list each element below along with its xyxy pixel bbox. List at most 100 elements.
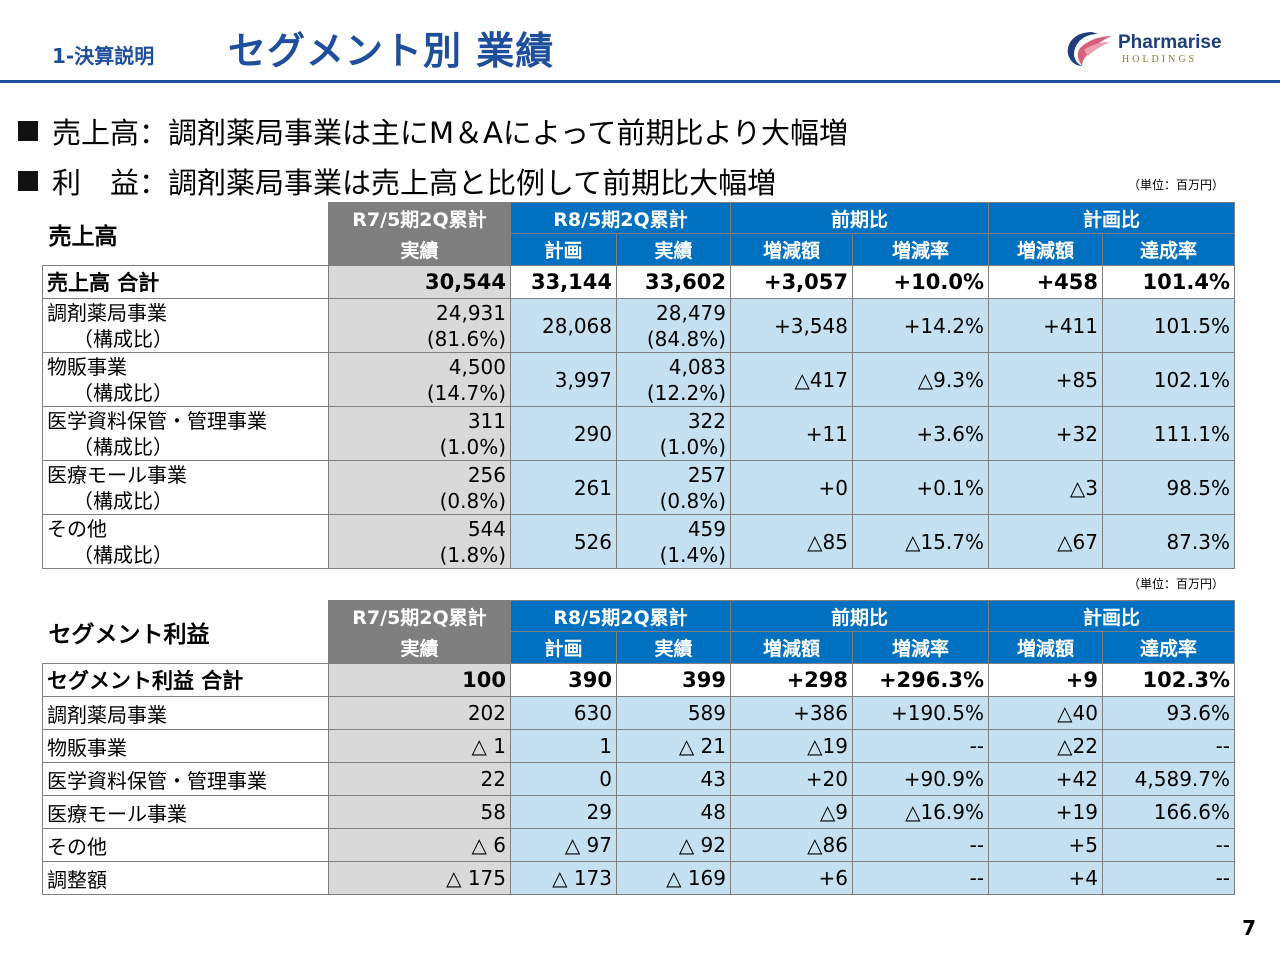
bullet-sales: 売上高：調剤薬局事業は主にM＆Aによって前期比より大幅増: [18, 110, 848, 152]
cell-yoy-diff: +6: [730, 861, 853, 895]
plan-group-header: 計画比: [988, 202, 1235, 234]
row-label: 医学資料保管・管理事業: [42, 762, 329, 796]
table-row: 医療モール事業 58 29 48 △9 △16.9% +19 166.6%: [42, 795, 1235, 829]
cell-yoy-rate: +190.5%: [852, 696, 989, 730]
table-row: その他 △ 6 △ 97 △ 92 △86 -- +5 --: [42, 828, 1235, 862]
row-label: 物販事業: [42, 729, 329, 763]
col-diff: 増減額: [730, 233, 853, 266]
cell-actual: 43: [616, 762, 731, 796]
cell-plan-diff: +32: [988, 406, 1103, 461]
cell-yoy-diff: △85: [730, 514, 853, 569]
cell-prev: 100: [328, 663, 511, 697]
cell-actual: △ 92: [616, 828, 731, 862]
curr-group-header: R8/5期2Q累計: [510, 202, 731, 234]
col-rate: 増減率: [852, 233, 989, 266]
cell-actual: 28,479 (84.8%): [616, 298, 731, 353]
cell-plan: △ 173: [510, 861, 617, 895]
bullet-text: 利 益：調剤薬局事業は売上高と比例して前期比大幅増: [52, 166, 777, 200]
cell-plan-diff: △40: [988, 696, 1103, 730]
profit-table-title: セグメント利益: [42, 600, 329, 664]
cell-actual: 589: [616, 696, 731, 730]
logo-sub: HOLDINGS: [1122, 54, 1198, 65]
row-label: 物販事業 （構成比）: [42, 352, 329, 407]
cell-yoy-diff: +11: [730, 406, 853, 461]
cell-yoy-rate: +90.9%: [852, 762, 989, 796]
col-achieve: 達成率: [1102, 631, 1235, 664]
row-label: その他: [42, 828, 329, 862]
cell-plan-diff: +5: [988, 828, 1103, 862]
col-plan: 計画: [510, 631, 617, 664]
cell-yoy-diff: △9: [730, 795, 853, 829]
cell-actual: △ 169: [616, 861, 731, 895]
table-row: 医療モール事業 （構成比） 256 (0.8%) 261 257 (0.8%) +0 …: [42, 460, 1235, 515]
cell-plan: 261: [510, 460, 617, 515]
cell-achieve: 101.4%: [1102, 265, 1235, 299]
cell-plan: 29: [510, 795, 617, 829]
col-actual2: 実績: [616, 233, 731, 266]
cell-yoy-diff: +298: [730, 663, 853, 697]
table-row-total: 売上高 合計 30,544 33,144 33,602 +3,057 +10.0…: [42, 265, 1235, 299]
table-row: 医学資料保管・管理事業 （構成比） 311 (1.0%) 290 322 (1.0%)…: [42, 406, 1235, 461]
cell-plan: 390: [510, 663, 617, 697]
cell-plan-diff: +19: [988, 795, 1103, 829]
cell-yoy-rate: +296.3%: [852, 663, 989, 697]
col-diff2: 増減額: [988, 631, 1103, 664]
prev-group-header: R7/5期2Q累計: [328, 600, 511, 632]
cell-achieve: 93.6%: [1102, 696, 1235, 730]
row-label: 医療モール事業 （構成比）: [42, 460, 329, 515]
unit-note: （単位：百万円）: [1127, 577, 1224, 591]
page-number: 7: [1242, 916, 1256, 940]
cell-yoy-diff: +3,548: [730, 298, 853, 353]
row-label: 売上高 合計: [42, 265, 329, 299]
cell-yoy-diff: +20: [730, 762, 853, 796]
cell-actual: 459 (1.4%): [616, 514, 731, 569]
cell-prev: △ 175: [328, 861, 511, 895]
cell-prev: 22: [328, 762, 511, 796]
row-label: 調整額: [42, 861, 329, 895]
cell-plan: 290: [510, 406, 617, 461]
cell-prev: △ 1: [328, 729, 511, 763]
row-label: 調剤薬局事業: [42, 696, 329, 730]
table-row: 調剤薬局事業 202 630 589 +386 +190.5% △40 93.6…: [42, 696, 1235, 730]
cell-yoy-rate: +3.6%: [852, 406, 989, 461]
header-rule: [0, 80, 1280, 83]
table-row: 物販事業 △ 1 1 △ 21 △19 -- △22 --: [42, 729, 1235, 763]
section-label: 1-決算説明: [52, 44, 155, 68]
cell-prev: 544 (1.8%): [328, 514, 511, 569]
row-label: 医学資料保管・管理事業 （構成比）: [42, 406, 329, 461]
cell-plan: △ 97: [510, 828, 617, 862]
cell-yoy-diff: +0: [730, 460, 853, 515]
cell-prev: 58: [328, 795, 511, 829]
cell-actual: △ 21: [616, 729, 731, 763]
cell-actual: 4,083 (12.2%): [616, 352, 731, 407]
cell-yoy-rate: △9.3%: [852, 352, 989, 407]
prev-group-header: R7/5期2Q累計: [328, 202, 511, 234]
row-label: 調剤薬局事業 （構成比）: [42, 298, 329, 353]
row-label: 医療モール事業: [42, 795, 329, 829]
table-row: 調剤薬局事業 （構成比） 24,931 (81.6%) 28,068 28,479(…: [42, 298, 1235, 353]
row-label: セグメント利益 合計: [42, 663, 329, 697]
cell-achieve: 4,589.7%: [1102, 762, 1235, 796]
table-row: 医学資料保管・管理事業 22 0 43 +20 +90.9% +42 4,589…: [42, 762, 1235, 796]
cell-prev: 30,544: [328, 265, 511, 299]
cell-actual: 48: [616, 795, 731, 829]
col-achieve: 達成率: [1102, 233, 1235, 266]
cell-achieve: 102.3%: [1102, 663, 1235, 697]
cell-plan-diff: +411: [988, 298, 1103, 353]
cell-actual: 33,602: [616, 265, 731, 299]
company-logo: Pharmarise HOLDINGS: [1062, 28, 1232, 68]
cell-yoy-rate: △16.9%: [852, 795, 989, 829]
unit-note: （単位：百万円）: [1127, 178, 1224, 192]
cell-yoy-diff: +386: [730, 696, 853, 730]
cell-plan-diff: △67: [988, 514, 1103, 569]
cell-plan: 0: [510, 762, 617, 796]
sales-table: 売上高 R7/5期2Q累計 R8/5期2Q累計 前期比 計画比 実績 計画 実績…: [42, 202, 1235, 569]
cell-plan: 1: [510, 729, 617, 763]
plan-group-header: 計画比: [988, 600, 1235, 632]
table-row: 物販事業 （構成比） 4,500 (14.7%) 3,997 4,083 (12.2%…: [42, 352, 1235, 407]
cell-achieve: 166.6%: [1102, 795, 1235, 829]
cell-prev: 24,931 (81.6%): [328, 298, 511, 353]
cell-actual: 322 (1.0%): [616, 406, 731, 461]
square-bullet-icon: [18, 121, 38, 141]
cell-actual: 257 (0.8%): [616, 460, 731, 515]
